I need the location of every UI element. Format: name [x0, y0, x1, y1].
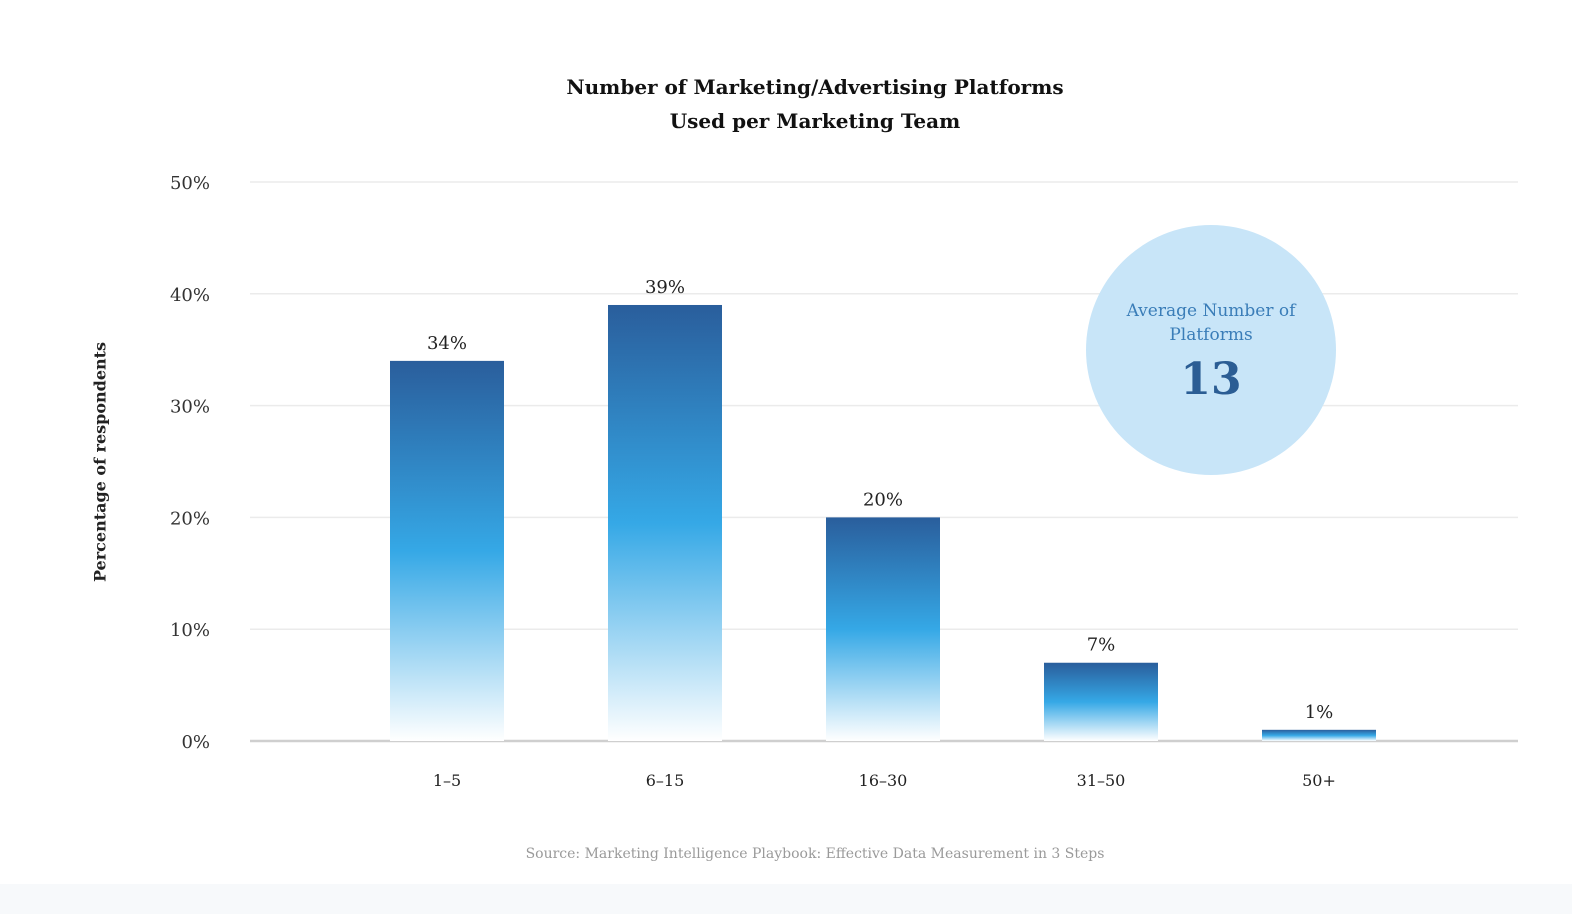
data-labels: 34% 39% 20% 7% 1%	[427, 277, 1333, 723]
y-tick-labels: 0% 10% 20% 30% 40% 50%	[170, 173, 210, 753]
data-label: 7%	[1087, 635, 1116, 656]
y-tick-label: 20%	[170, 508, 210, 529]
average-platforms-value: 13	[1180, 354, 1242, 405]
y-tick-label: 10%	[170, 620, 210, 641]
data-label: 39%	[645, 277, 685, 298]
y-tick-label: 30%	[170, 397, 210, 418]
chart-title-line-1: Number of Marketing/Advertising Platform…	[566, 75, 1064, 99]
y-tick-label: 40%	[170, 285, 210, 306]
bar	[1044, 662, 1158, 741]
data-label: 34%	[427, 333, 467, 354]
chart-title: Number of Marketing/Advertising Platform…	[0, 70, 1572, 138]
x-tick-label: 50+	[1302, 771, 1336, 790]
x-tick-label: 6–15	[646, 771, 685, 790]
footer-band	[0, 884, 1572, 914]
x-tick-labels: 1–5 6–15 16–30 31–50 50+	[433, 771, 1336, 790]
x-tick-label: 31–50	[1077, 771, 1126, 790]
average-platforms-label: Average Number of Platforms	[1126, 301, 1296, 345]
x-tick-label: 16–30	[859, 771, 908, 790]
data-label: 20%	[863, 489, 903, 510]
bars	[390, 304, 1376, 741]
y-tick-label: 50%	[170, 173, 210, 194]
average-platforms-callout: Average Number of Platforms 13	[1086, 225, 1336, 475]
y-tick-label: 0%	[181, 732, 210, 753]
bar	[1262, 729, 1376, 741]
chart-title-line-2: Used per Marketing Team	[669, 109, 961, 133]
bar	[608, 304, 722, 741]
source-note: Source: Marketing Intelligence Playbook:…	[525, 846, 1105, 862]
x-tick-label: 1–5	[433, 771, 461, 790]
bar	[826, 517, 940, 741]
bar	[390, 360, 504, 741]
data-label: 1%	[1305, 702, 1334, 723]
